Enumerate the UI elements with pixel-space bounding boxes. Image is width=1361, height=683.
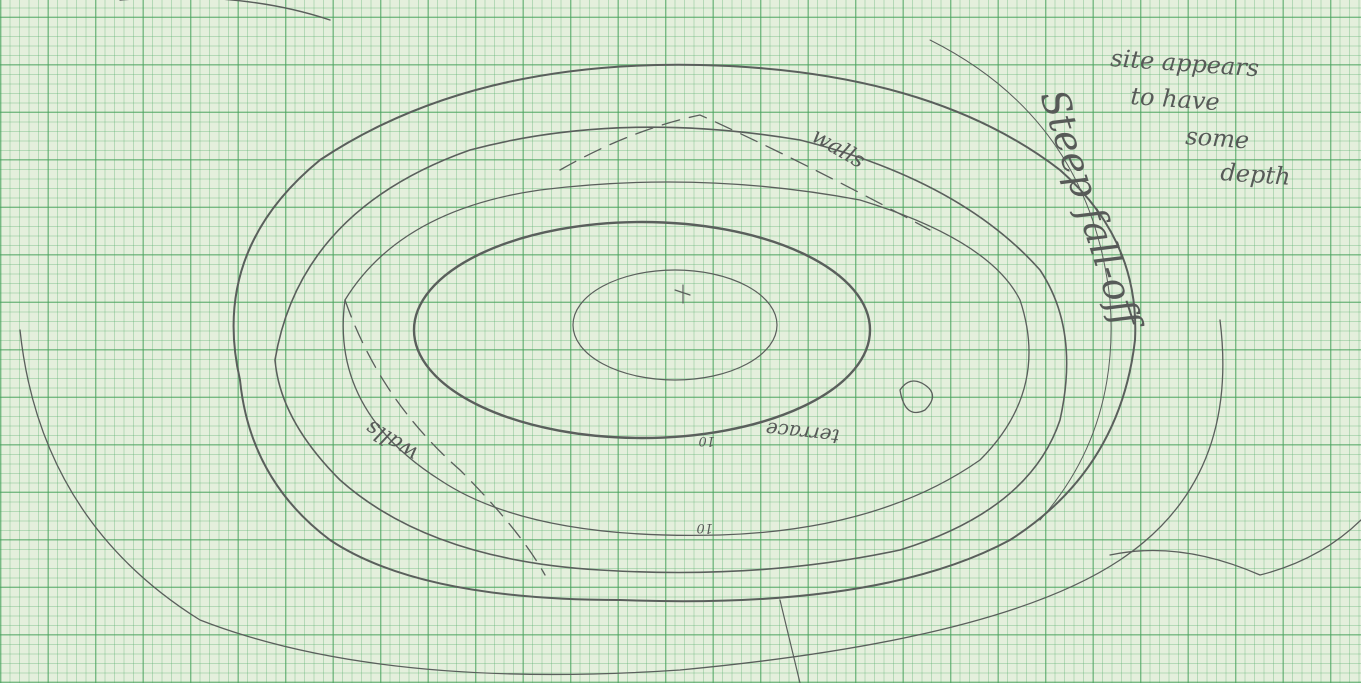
wall-line — [344, 299, 546, 576]
note-line: depth — [1220, 158, 1292, 191]
walls-lines — [344, 114, 934, 683]
contour-label: 10 — [696, 520, 713, 535]
contour — [929, 39, 1112, 521]
note-line: site appears — [1110, 44, 1260, 82]
contour — [119, 0, 331, 21]
terrace-label: terrace — [764, 417, 840, 449]
contour — [412, 220, 872, 440]
contour — [19, 319, 1224, 676]
pointer-line — [779, 599, 801, 683]
contours — [19, 0, 1361, 676]
note-line: to have — [1130, 82, 1221, 116]
contour — [274, 126, 1068, 574]
steep-label: Steep fall-off — [1031, 84, 1151, 338]
wall-line — [559, 114, 931, 231]
contour-label: 10 — [698, 433, 715, 448]
contour — [232, 63, 1137, 603]
contour — [1109, 519, 1361, 576]
walls-label: walls — [807, 124, 869, 174]
site-note: site appears to have some depth — [1110, 44, 1292, 191]
note-line: some — [1185, 122, 1251, 154]
contour — [342, 181, 1030, 537]
contour — [572, 269, 778, 381]
rock — [899, 380, 934, 414]
